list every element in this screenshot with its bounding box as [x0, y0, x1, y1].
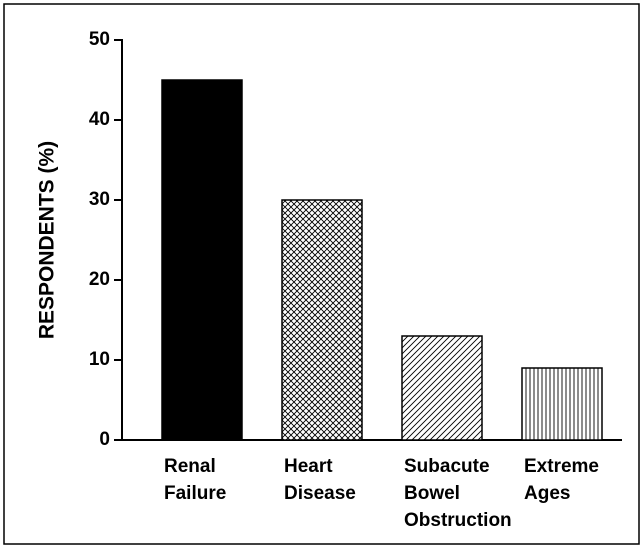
x-tick-label: Bowel — [404, 483, 460, 504]
bar — [161, 79, 243, 441]
x-tick-label: Ages — [524, 483, 570, 504]
x-tick-label: Heart — [284, 456, 333, 477]
y-axis-label: RESPONDENTS (%) — [36, 141, 59, 339]
y-tick-label: 20 — [89, 269, 110, 290]
x-tick-label: Renal — [164, 456, 216, 477]
x-tick-label: Subacute — [404, 456, 490, 477]
bar — [521, 367, 603, 441]
y-tick-label: 50 — [89, 29, 110, 50]
x-tick-label: Failure — [164, 483, 226, 504]
frame — [3, 3, 640, 545]
y-tick-label: 40 — [89, 109, 110, 130]
y-tick-label: 0 — [99, 429, 110, 450]
x-tick-label: Disease — [284, 483, 356, 504]
bar — [281, 199, 363, 441]
x-tick-label: Extreme — [524, 456, 599, 477]
y-tick-label: 30 — [89, 189, 110, 210]
bar — [401, 335, 483, 441]
y-tick-label: 10 — [89, 349, 110, 370]
x-tick-label: Obstruction — [404, 510, 512, 531]
